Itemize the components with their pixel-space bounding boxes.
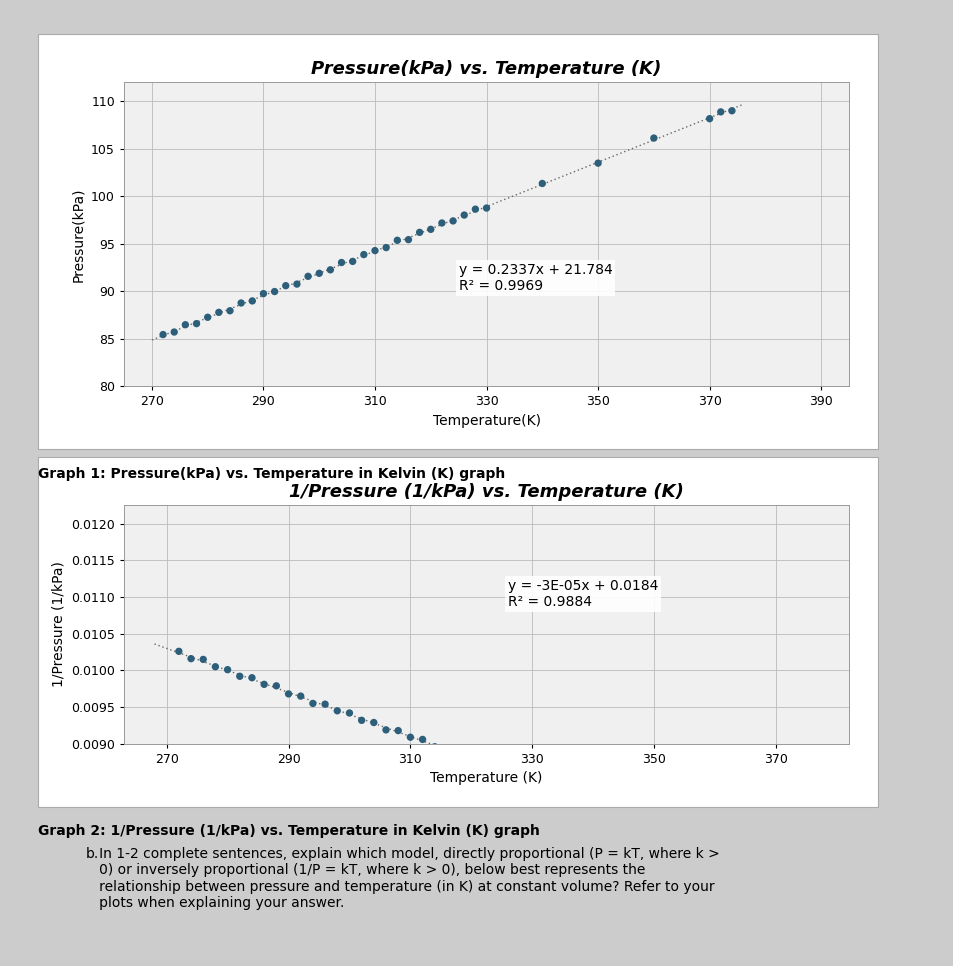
Text: b.: b. <box>86 847 99 861</box>
X-axis label: Temperature (K): Temperature (K) <box>430 772 542 785</box>
Point <box>378 240 394 255</box>
Point <box>415 731 430 747</box>
Point <box>167 325 182 340</box>
Point <box>280 686 295 701</box>
Point <box>534 176 549 191</box>
Point <box>211 304 226 320</box>
Point <box>412 225 427 241</box>
Point <box>233 296 249 311</box>
Point <box>305 696 320 711</box>
Text: Graph 1: Pressure(kPa) vs. Temperature in Kelvin (K) graph: Graph 1: Pressure(kPa) vs. Temperature i… <box>38 467 505 480</box>
Point <box>389 233 404 248</box>
Point <box>451 747 466 762</box>
Point <box>478 200 494 215</box>
Point <box>706 838 721 854</box>
Point <box>524 774 539 789</box>
Point <box>317 696 333 712</box>
Point <box>183 651 198 667</box>
Title: Pressure(kPa) vs. Temperature (K): Pressure(kPa) vs. Temperature (K) <box>311 60 661 78</box>
Y-axis label: 1/Pressure (1/kPa): 1/Pressure (1/kPa) <box>51 561 66 688</box>
Point <box>208 659 223 674</box>
Point <box>400 232 416 247</box>
Point <box>354 713 369 728</box>
Point <box>322 262 337 277</box>
Y-axis label: Pressure(kPa): Pressure(kPa) <box>71 187 86 281</box>
Point <box>456 208 472 223</box>
Point <box>488 759 503 775</box>
Text: In 1-2 complete sentences, explain which model, directly proportional (P = kT, w: In 1-2 complete sentences, explain which… <box>86 847 719 910</box>
Point <box>155 327 171 342</box>
Point <box>355 247 371 263</box>
Point <box>512 767 527 782</box>
X-axis label: Temperature(K): Temperature(K) <box>432 414 540 428</box>
Point <box>300 269 315 284</box>
Point <box>780 864 795 879</box>
Point <box>267 284 282 299</box>
Point <box>244 670 259 686</box>
Title: 1/Pressure (1/kPa) vs. Temperature (K): 1/Pressure (1/kPa) vs. Temperature (K) <box>289 483 683 501</box>
Point <box>767 863 782 878</box>
Point <box>476 757 491 773</box>
Point <box>220 662 235 677</box>
Point <box>390 723 405 738</box>
Point <box>269 678 284 694</box>
Point <box>378 723 394 738</box>
Point <box>171 643 186 659</box>
Point <box>499 765 515 781</box>
Point <box>402 729 417 745</box>
Point <box>195 652 211 668</box>
Point <box>467 202 482 217</box>
Text: Graph 2: 1/Pressure (1/kPa) vs. Temperature in Kelvin (K) graph: Graph 2: 1/Pressure (1/kPa) vs. Temperat… <box>38 824 539 838</box>
Point <box>645 130 660 146</box>
Point <box>646 818 661 834</box>
Point <box>367 242 382 258</box>
Point <box>255 286 271 301</box>
Point <box>345 254 360 270</box>
Point <box>438 741 454 756</box>
Point <box>232 668 247 684</box>
Point <box>177 317 193 332</box>
Point <box>590 156 605 171</box>
Point <box>701 111 717 127</box>
Point <box>585 793 600 809</box>
Point <box>723 103 739 119</box>
Point <box>222 303 237 319</box>
Point <box>463 750 478 765</box>
Point <box>434 215 449 231</box>
Text: y = -3E-05x + 0.0184
R² = 0.9884: y = -3E-05x + 0.0184 R² = 0.9884 <box>507 579 658 609</box>
Point <box>445 213 460 229</box>
Point <box>200 309 215 325</box>
Point <box>293 689 308 704</box>
Point <box>189 316 204 331</box>
Point <box>792 870 807 886</box>
Point <box>427 739 442 754</box>
Point <box>330 703 345 719</box>
Point <box>244 294 259 309</box>
Point <box>341 705 356 721</box>
Point <box>334 255 349 270</box>
Point <box>256 676 272 692</box>
Point <box>289 276 304 292</box>
Point <box>423 221 438 237</box>
Point <box>713 104 728 120</box>
Point <box>366 715 381 730</box>
Point <box>312 266 327 281</box>
Text: y = 0.2337x + 21.784
R² = 0.9969: y = 0.2337x + 21.784 R² = 0.9969 <box>458 263 612 293</box>
Point <box>278 278 294 294</box>
